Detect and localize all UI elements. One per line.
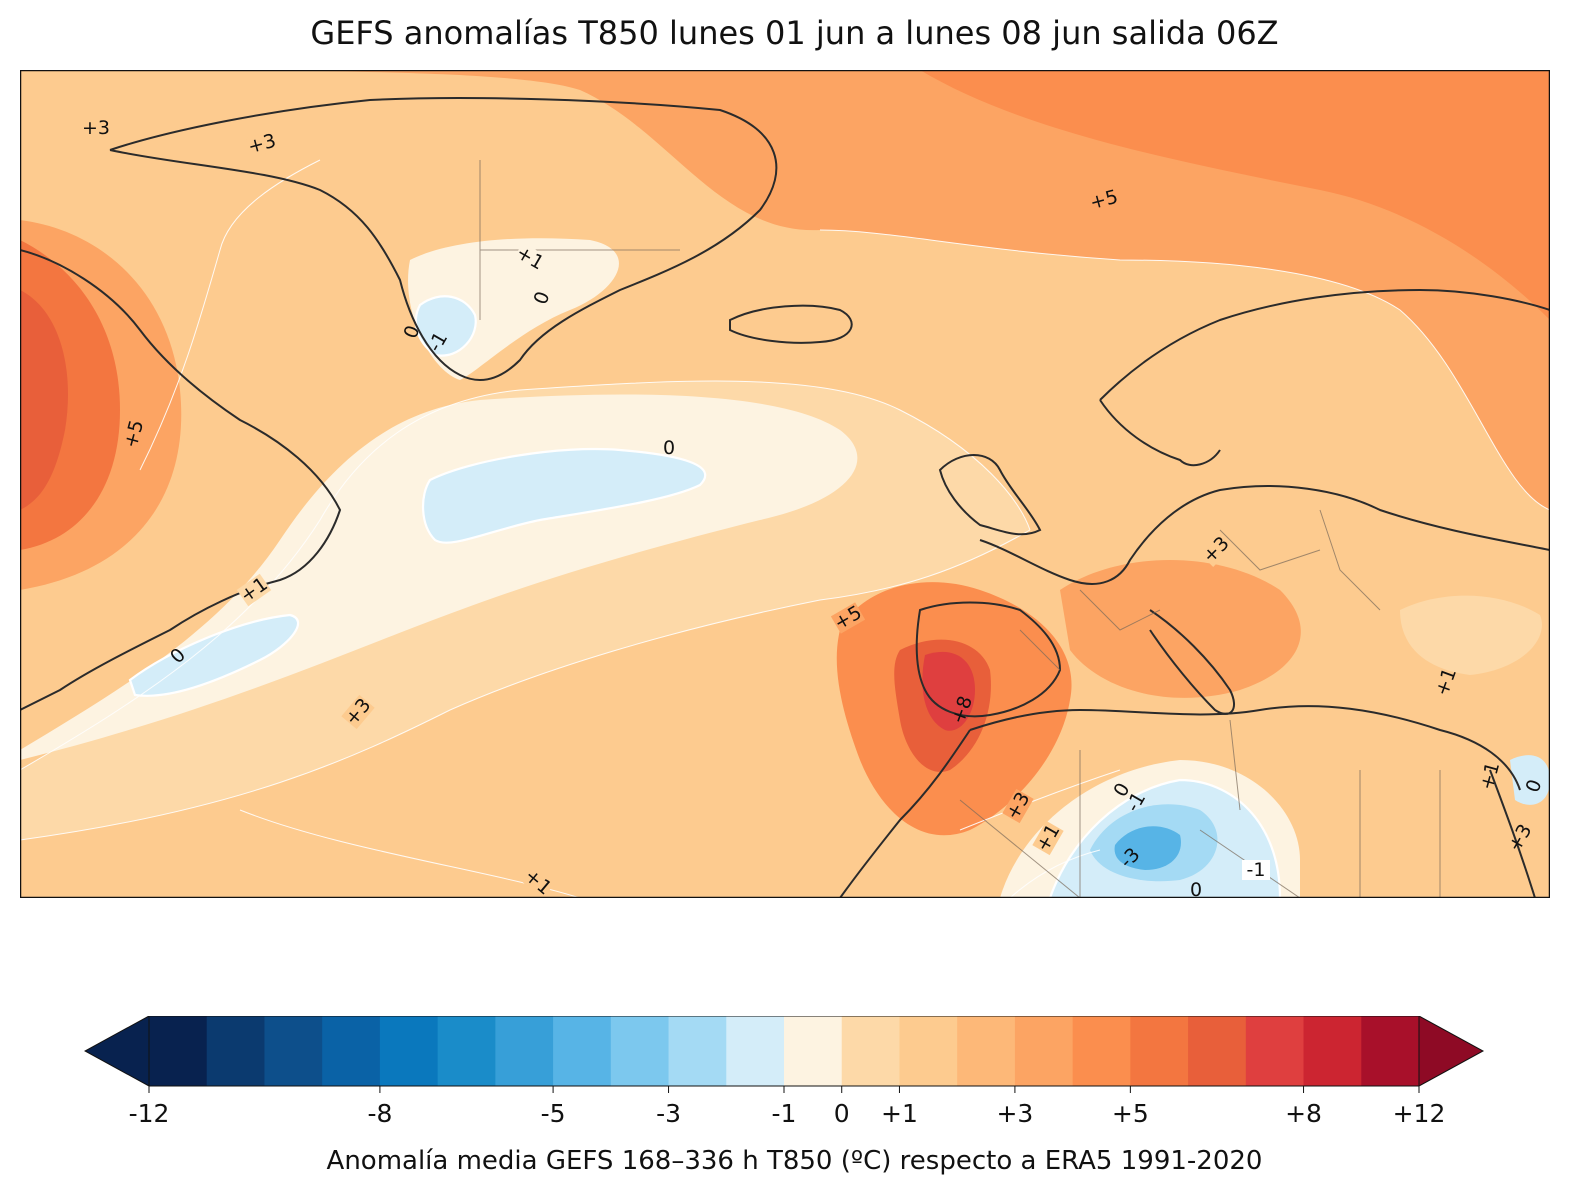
colorbar-segment [1130,1016,1189,1086]
colorbar-ticks: -12 -8 -5 -3 -1 0 +1 +3 +5 +8 +12 [129,1086,1446,1128]
colorbar-segment [610,1016,670,1086]
colorbar-tick-label: +3 [996,1099,1033,1128]
colorbar-segment [1303,1016,1362,1086]
contour-label: 0 [1190,879,1202,898]
anomaly-field-greenland-negative [415,296,476,356]
colorbar-segment [899,1016,958,1086]
colorbar-segment [206,1016,266,1086]
coast-north-africa [969,705,1521,791]
colorbar-segment [668,1016,727,1086]
colorbar-tick-label: 0 [834,1099,850,1128]
colorbar-segment [1014,1016,1074,1086]
coastlines [20,97,1550,898]
colorbar-segment [841,1016,901,1086]
colorbar-segment [1361,1016,1420,1086]
colorbar-segment [553,1016,612,1086]
anomaly-map: +3 +3 +5 +1 0 0 -1 +5 0 +3 +1 0 +5 +3 +8… [20,70,1550,898]
colorbar-segment [437,1016,496,1086]
contour-label: 0 [663,437,675,459]
colorbar-under-arrow [84,1016,150,1087]
colorbar-tick-label: +1 [881,1099,918,1128]
colorbar-segment [322,1016,381,1086]
colorbar-tick-label: -5 [541,1099,566,1128]
colorbar-tick-label: -1 [772,1099,797,1128]
coast-iceland [729,304,853,344]
coast-iberia [915,601,1062,718]
coast-greenland [109,97,778,381]
colorbar-tick-label: +8 [1285,1099,1322,1128]
coast-north-america [20,249,342,711]
coast-europe [979,485,1550,585]
svg-text:-1: -1 [1247,859,1266,881]
anomaly-field-mediterranean [1060,560,1301,698]
map-frame [20,70,1550,898]
colorbar-segment [149,1016,208,1086]
anomaly-field-north-warm [20,70,1550,510]
anomaly-field-canada-core [20,290,68,510]
colorbar-tick-label: +5 [1112,1099,1149,1128]
anomaly-field-atlantic-negative [423,449,706,543]
coast-red-sea [1489,769,1536,898]
colorbar-segment [379,1016,439,1086]
colorbar-segment [1188,1016,1247,1086]
anomaly-field-iberia-core [922,651,975,731]
anomaly-field-us-negative [130,615,299,696]
contour-label: -1 [1242,859,1270,881]
anomaly-field-east-med-cool [1400,595,1542,675]
colorbar-segments [84,1016,1485,1087]
colorbar-segment [495,1016,554,1086]
coast-norway [1099,399,1221,467]
coast-west-africa [839,729,971,898]
coast-british-isles [938,454,1042,536]
svg-text:+3: +3 [82,117,110,139]
colorbar-segment [264,1016,323,1086]
colorbar-tick-label: -8 [367,1099,392,1128]
colorbar-segment [1072,1016,1131,1086]
contour-lines-thick [128,295,1282,898]
coast-scandinavia [1099,288,1550,401]
colorbar-segment [1245,1016,1305,1086]
anomaly-field-east-med-negative [1510,755,1550,805]
colorbar-segment [784,1016,843,1086]
coast-italy [1149,609,1235,715]
map-title: GEFS anomalías T850 lunes 01 jun a lunes… [310,14,1279,52]
colorbar-label: Anomalía media GEFS 168–336 h T850 (ºC) … [326,1146,1263,1176]
colorbar-segment [957,1016,1016,1086]
colorbar: -12 -8 -5 -3 -1 0 +1 +3 +5 +8 +12 [84,1016,1485,1128]
colorbar-tick-label: -12 [129,1099,170,1128]
colorbar-segment [726,1016,785,1086]
anomaly-field-sahara-neg3 [1114,826,1181,870]
colorbar-over-arrow [1418,1016,1485,1087]
colorbar-tick-label: +12 [1393,1099,1446,1128]
svg-text:0: 0 [663,437,675,459]
contour-label: +3 [82,117,110,139]
anomaly-field-northeast-hot [920,70,1550,320]
svg-text:0: 0 [1190,879,1202,898]
colorbar-tick-label: -3 [656,1099,681,1128]
